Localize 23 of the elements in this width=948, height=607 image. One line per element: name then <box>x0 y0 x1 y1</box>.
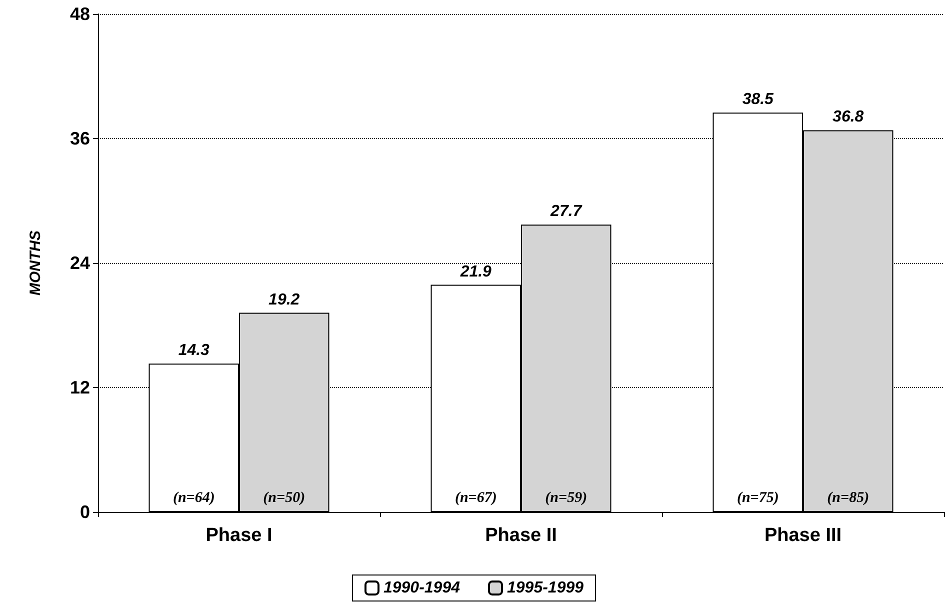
y-tick-label: 12 <box>70 378 90 398</box>
annotation: (n=64) <box>172 490 215 506</box>
y-axis-title: MONTHS <box>27 230 44 296</box>
data-label: 21.9 <box>459 263 492 280</box>
data-label: 38.5 <box>742 91 775 108</box>
annotation: (n=85) <box>827 490 870 506</box>
data-label: 27.7 <box>550 203 583 220</box>
x-tick-label: Phase I <box>206 525 272 546</box>
y-tick-label: 36 <box>70 128 90 148</box>
legend-label: 1995-1999 <box>507 580 584 596</box>
data-label: 19.2 <box>268 291 300 308</box>
annotation: (n=67) <box>454 490 497 506</box>
y-tick-label: 48 <box>70 4 90 24</box>
x-tick-label: Phase III <box>764 525 842 546</box>
annotation: (n=59) <box>545 490 588 506</box>
y-tick-label: 24 <box>70 253 90 273</box>
legend-label: 1990-1994 <box>383 580 460 596</box>
annotation: (n=75) <box>736 490 779 506</box>
data-label: 36.8 <box>832 108 864 126</box>
annotation: (n=50) <box>263 490 306 506</box>
y-tick-label: 0 <box>80 502 90 522</box>
x-tick-label: Phase II <box>485 525 557 546</box>
data-label: 14.3 <box>178 342 210 360</box>
